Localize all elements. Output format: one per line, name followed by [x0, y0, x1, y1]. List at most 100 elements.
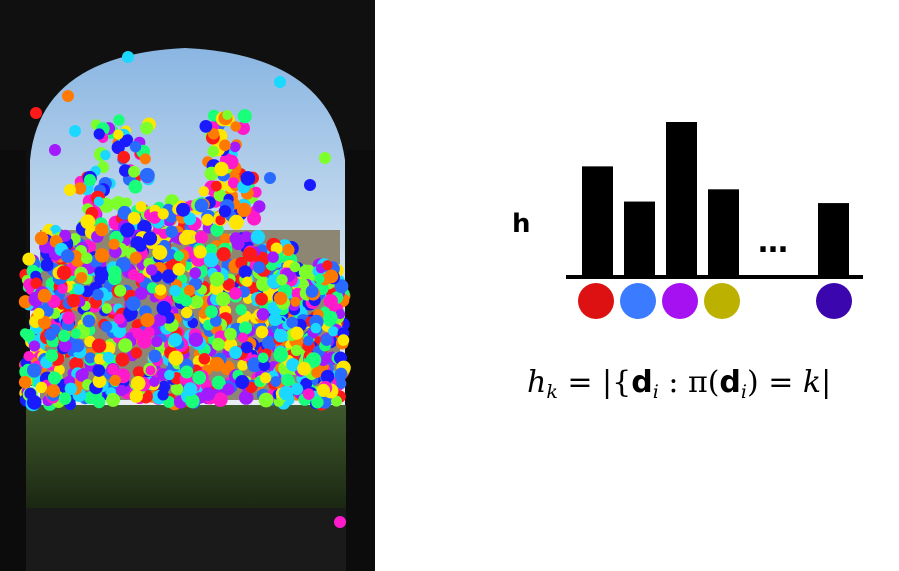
keypoint-dot [94, 248, 110, 263]
keypoint-dot [128, 269, 140, 281]
keypoint-dot [64, 184, 76, 196]
keypoint-dot [205, 305, 218, 319]
keypoint-dot [178, 232, 192, 245]
keypoint-dot [151, 336, 163, 348]
keypoint-dot [218, 205, 232, 218]
keypoint-dot [291, 383, 304, 396]
keypoint-dot [278, 386, 294, 401]
keypoint-dot [304, 179, 316, 191]
formula-h: h [527, 365, 547, 400]
keypoint-dot [210, 180, 222, 192]
grass-lawn [24, 405, 350, 510]
keypoint-dot [180, 294, 193, 307]
keypoint-dot [115, 352, 130, 367]
keypoint-dot [242, 247, 258, 262]
keypoint-dot [120, 222, 135, 238]
keypoint-dot [129, 251, 142, 264]
photo-with-keypoints [0, 0, 375, 571]
right-pillar [346, 150, 375, 571]
keypoint-dot [331, 395, 342, 407]
keypoint-dot [59, 229, 72, 242]
keypoint-dot [168, 333, 183, 347]
keypoint-dot [297, 361, 311, 376]
keypoint-dot [173, 250, 185, 262]
keypoint-dot [267, 251, 279, 263]
keypoint-dot [27, 395, 42, 410]
keypoint-dot [306, 352, 322, 368]
formula-d1-sub: i [652, 381, 659, 403]
keypoint-dot [192, 370, 207, 385]
formula-h-sub: k [546, 381, 558, 403]
keypoint-dot [247, 357, 263, 373]
keypoint-dot [122, 51, 134, 63]
keypoint-dot [228, 214, 244, 230]
keypoint-dot [303, 388, 315, 401]
keypoint-dot [118, 338, 133, 353]
keypoint-dot [282, 243, 295, 256]
keypoint-dot [224, 327, 237, 341]
keypoint-dot [146, 264, 158, 276]
keypoint-dot [80, 214, 96, 230]
keypoint-dot [76, 272, 88, 284]
keypoint-dot [252, 261, 266, 274]
keypoint-dot [30, 277, 42, 289]
keypoint-dot [189, 267, 201, 279]
histogram-bar [666, 122, 697, 275]
keypoint-dot [276, 274, 288, 286]
keypoint-dot [139, 153, 151, 165]
keypoint-dot [140, 121, 154, 135]
keypoint-dot [164, 369, 175, 381]
keypoint-dot [286, 316, 299, 329]
keypoint-dot [92, 364, 106, 377]
keypoint-dot [95, 222, 109, 237]
keypoint-dot [310, 322, 322, 334]
keypoint-dot [335, 309, 346, 320]
histogram-bar [624, 201, 655, 275]
keypoint-dot [161, 269, 176, 284]
bin-color-swatch [704, 283, 740, 319]
formula-colon-pi: : π( [658, 365, 720, 400]
keypoint-dot [93, 196, 104, 207]
keypoint-dot [84, 352, 96, 364]
keypoint-dot [188, 332, 204, 347]
keypoint-dot [128, 165, 140, 178]
keypoint-dot [222, 278, 236, 291]
keypoint-dot [106, 392, 121, 407]
keypoint-dot [219, 139, 231, 152]
keypoint-dot [94, 353, 106, 365]
keypoint-dot [58, 339, 72, 353]
keypoint-dot [23, 351, 34, 362]
keypoint-dot [215, 215, 226, 226]
keypoint-dot [18, 375, 32, 389]
keypoint-dot [128, 179, 143, 194]
keypoint-dot [334, 516, 346, 528]
keypoint-dot [316, 383, 331, 397]
keypoint-dot [130, 347, 143, 359]
keypoint-dot [290, 326, 304, 340]
bin-color-swatch [662, 283, 698, 319]
keypoint-dot [92, 288, 104, 301]
histogram-bars [582, 122, 849, 275]
keypoint-dot [305, 285, 319, 298]
keypoint-dot [220, 233, 231, 245]
keypoint-dot [255, 292, 268, 306]
keypoint-dot [328, 326, 339, 337]
keypoint-dot [113, 129, 124, 140]
keypoint-dot [122, 134, 134, 145]
keypoint-dot [82, 314, 96, 328]
bin-color-swatch [578, 283, 614, 319]
formula-end: | [821, 365, 832, 400]
keypoint-dot [323, 310, 338, 326]
keypoint-dot [40, 258, 54, 272]
keypoint-dot [262, 335, 277, 350]
keypoint-dot [222, 110, 233, 120]
keypoint-dot [47, 371, 62, 385]
keypoint-dot [37, 288, 52, 303]
keypoint-dot [229, 141, 241, 153]
keypoint-dot [92, 374, 107, 389]
keypoint-dot [240, 341, 253, 354]
keypoint-dot [69, 125, 81, 137]
histogram-ellipsis: … [758, 225, 788, 260]
keypoint-dot [214, 161, 229, 177]
keypoint-dot [69, 356, 84, 371]
